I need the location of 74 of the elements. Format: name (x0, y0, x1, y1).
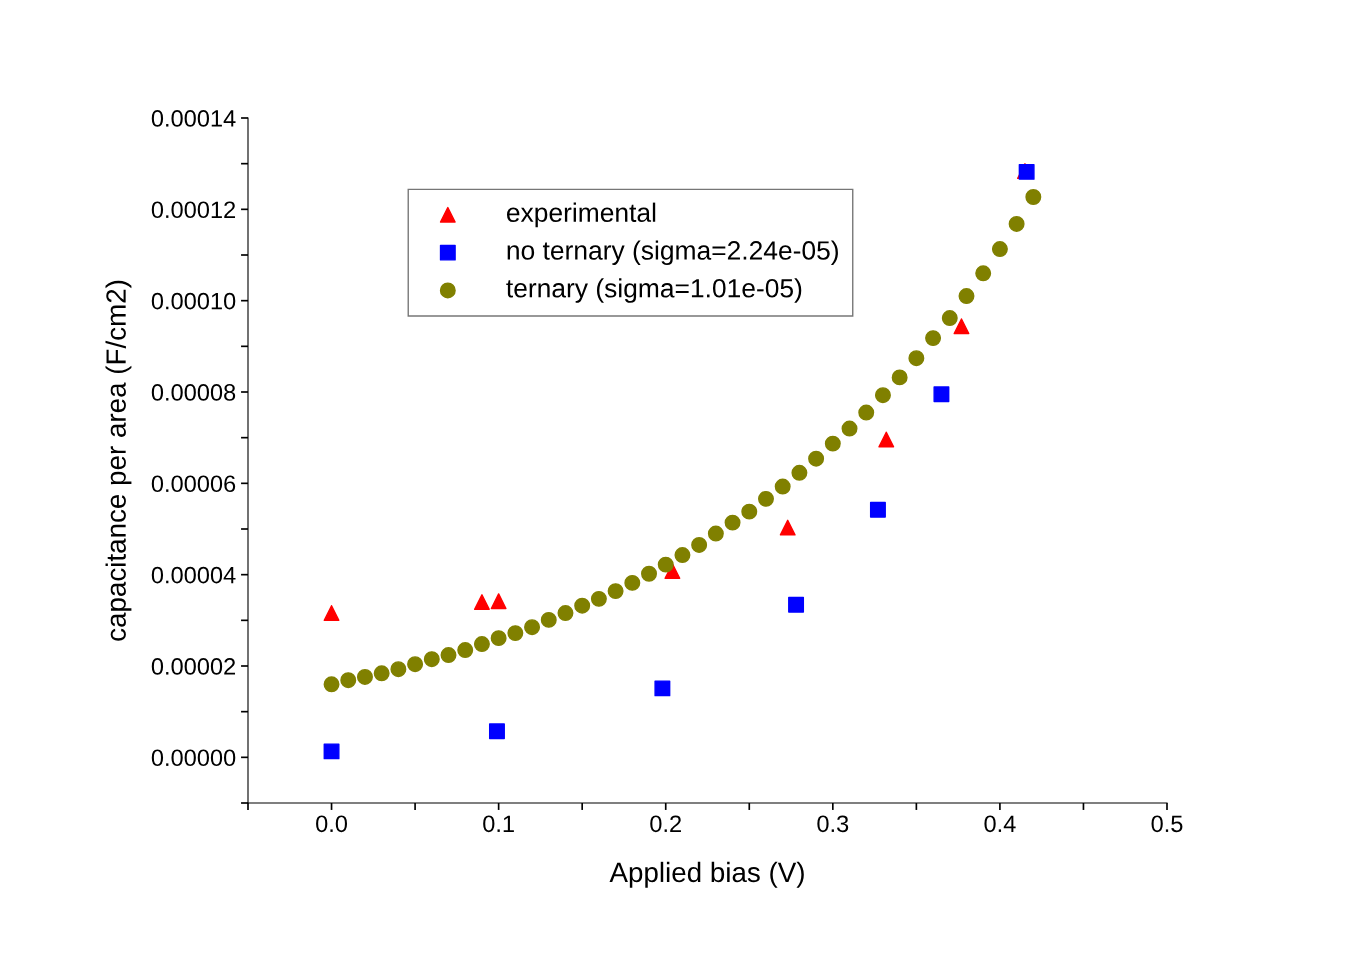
point (440, 647, 457, 664)
y-axis-title: capacitance per area (F/cm2) (105, 280, 132, 641)
point (473, 636, 490, 653)
point (758, 490, 774, 507)
point (1008, 215, 1025, 232)
y-tick-label: 0.00012 (151, 201, 236, 219)
point (490, 630, 507, 647)
point (779, 519, 796, 536)
y-tick-label: 0.00000 (151, 749, 236, 767)
point (953, 318, 970, 335)
legend-label: experimental (506, 202, 656, 228)
point (869, 501, 886, 518)
point (791, 464, 808, 481)
point (1025, 189, 1042, 205)
x-tick-label: 0.4 (984, 815, 1016, 833)
y-tick-label: 0.00014 (151, 110, 236, 127)
point (607, 583, 624, 600)
y-tick-label: 0.00002 (151, 658, 236, 675)
point (624, 574, 641, 591)
point (707, 525, 724, 542)
point (878, 431, 895, 448)
point (808, 450, 825, 467)
point (390, 661, 407, 678)
point (323, 676, 340, 693)
point (457, 642, 474, 658)
point (557, 605, 574, 622)
x-tick-label: 0.5 (1151, 815, 1183, 833)
point (908, 350, 925, 367)
point (407, 656, 424, 673)
point (340, 672, 357, 689)
point (641, 565, 657, 582)
point (891, 369, 908, 386)
point (788, 596, 805, 613)
point (507, 625, 524, 642)
point (488, 723, 505, 740)
x-axis-title: Applied bias (V) (609, 861, 804, 888)
point (590, 590, 607, 607)
point (423, 651, 440, 668)
point (490, 593, 507, 610)
x-tick-label: 0.0 (316, 815, 348, 833)
point (858, 404, 875, 421)
x-tick-label: 0.1 (483, 815, 514, 833)
point (691, 537, 708, 553)
point (657, 556, 674, 573)
legend-label: ternary (sigma=1.01e-05) (506, 278, 802, 303)
point (373, 665, 390, 682)
point (473, 594, 490, 611)
y-tick-label: 0.00004 (151, 566, 236, 584)
point (774, 478, 791, 495)
point (654, 680, 671, 697)
point (356, 668, 373, 685)
point (323, 605, 340, 622)
point (824, 435, 841, 452)
point (941, 310, 958, 326)
point (540, 611, 557, 628)
point (991, 241, 1008, 258)
legend-label: no ternary (sigma=2.24e-05) (507, 240, 838, 266)
x-tick-label: 0.2 (650, 815, 681, 833)
point (958, 288, 975, 305)
point (674, 547, 691, 564)
point (323, 743, 340, 760)
point (741, 503, 758, 520)
y-tick-label: 0.00006 (151, 475, 236, 493)
point (724, 514, 741, 531)
x-tick-label: 0.3 (817, 815, 849, 833)
point (975, 265, 992, 282)
y-tick-label: 0.00010 (151, 292, 236, 310)
point (933, 386, 950, 403)
point (524, 619, 541, 636)
point (874, 387, 891, 404)
point (925, 330, 942, 347)
y-tick-label: 0.00008 (151, 384, 236, 401)
point (841, 420, 858, 437)
point (574, 597, 591, 614)
